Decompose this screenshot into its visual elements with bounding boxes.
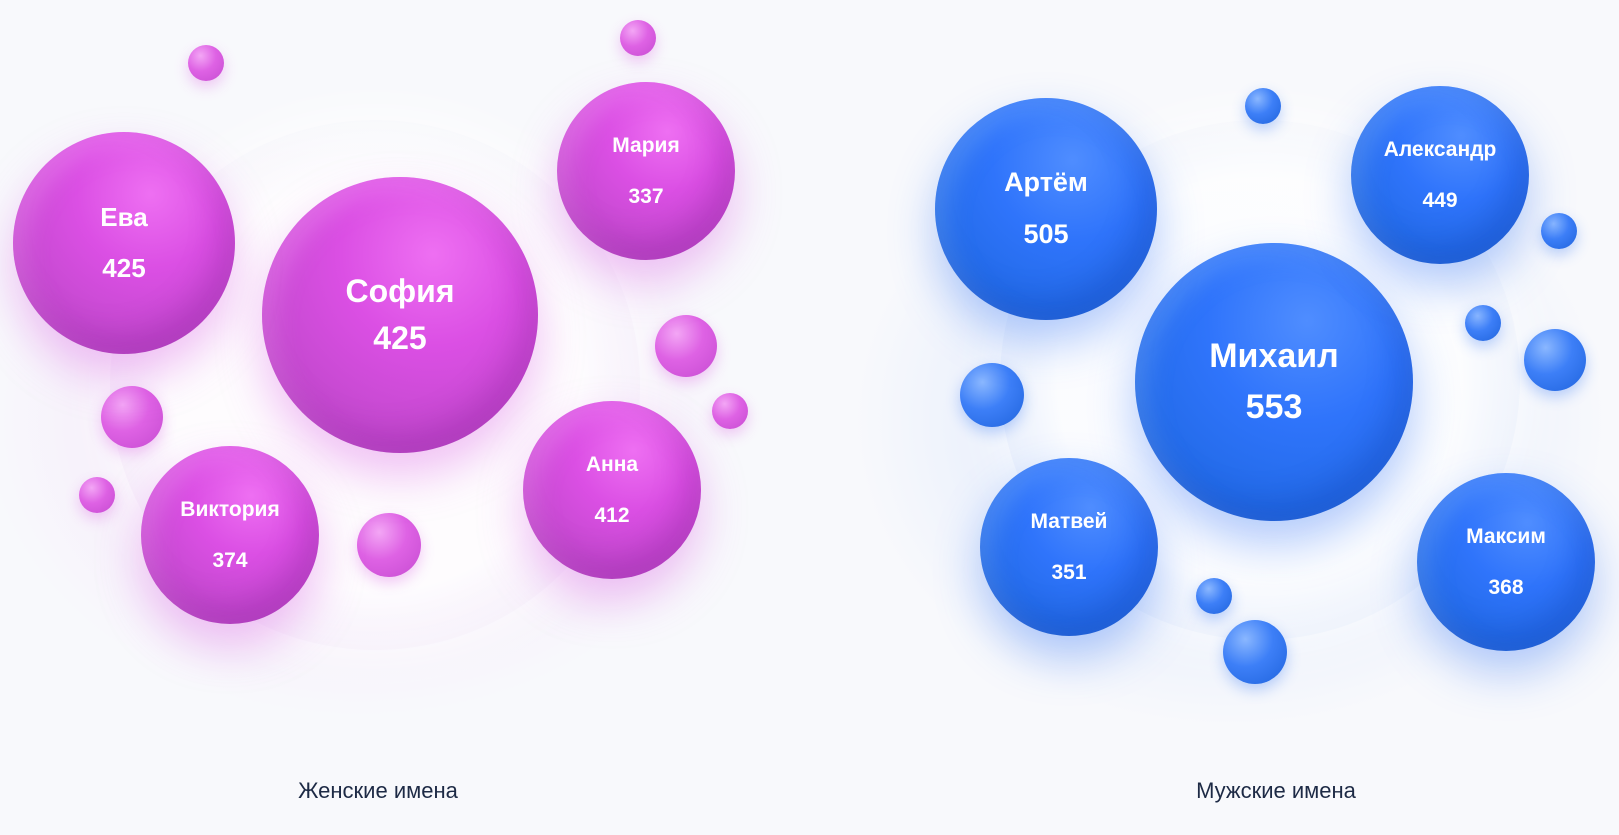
female-bubble-2: Мария 337 bbox=[557, 82, 735, 260]
female-bubble-4: Виктория 374 bbox=[141, 446, 319, 624]
bubble-name: Максим bbox=[1466, 524, 1546, 548]
decorative-dot bbox=[79, 477, 115, 513]
bubble-name: Артём bbox=[1004, 167, 1088, 198]
bubble-name: София bbox=[345, 272, 455, 309]
bubble-value: 374 bbox=[212, 549, 248, 572]
male-bubble-2: Александр 449 bbox=[1351, 86, 1529, 264]
decorative-dot bbox=[188, 45, 224, 81]
decorative-dot bbox=[712, 393, 748, 429]
bubble-value: 505 bbox=[1023, 219, 1069, 249]
male-names-panel: Михаил 553 Артём 505 Александр 449 Матве… bbox=[810, 0, 1619, 835]
bubble-value: 553 bbox=[1245, 388, 1303, 426]
bubble-name: Виктория bbox=[180, 497, 280, 521]
female-bubble-3: Анна 412 bbox=[523, 401, 701, 579]
bubble-value: 351 bbox=[1051, 561, 1087, 584]
male-bubble-3: Матвей 351 bbox=[980, 458, 1158, 636]
bubble-name: Михаил bbox=[1209, 336, 1339, 375]
decorative-dot bbox=[357, 513, 421, 577]
decorative-dot bbox=[1245, 88, 1281, 124]
bubble-name: Александр bbox=[1383, 137, 1497, 161]
bubble-name: Мария bbox=[612, 133, 680, 157]
bubble-value: 337 bbox=[628, 185, 664, 208]
male-bubble-1: Артём 505 bbox=[935, 98, 1157, 320]
female-bubble-0: София 425 bbox=[262, 177, 538, 453]
bubble-value: 425 bbox=[102, 253, 146, 283]
bubble-name: Анна bbox=[585, 452, 639, 476]
bubble-value: 412 bbox=[594, 504, 630, 527]
bubble-name: Матвей bbox=[1030, 509, 1108, 533]
bubble-value: 449 bbox=[1422, 189, 1458, 212]
decorative-dot bbox=[1196, 578, 1232, 614]
female-bubble-1: Ева 425 bbox=[13, 132, 235, 354]
bubble-value: 425 bbox=[373, 320, 427, 356]
male-bubble-0: Михаил 553 bbox=[1135, 243, 1413, 521]
female-names-panel: София 425 Ева 425 Мария 337 Анна 412 Вик… bbox=[0, 20, 748, 803]
decorative-dot bbox=[960, 363, 1024, 427]
decorative-dot bbox=[620, 20, 656, 56]
male-bubble-4: Максим 368 bbox=[1417, 473, 1595, 651]
male-caption: Мужские имена bbox=[1196, 778, 1356, 803]
decorative-dot bbox=[1524, 329, 1586, 391]
decorative-dot bbox=[1465, 305, 1501, 341]
decorative-dot bbox=[655, 315, 717, 377]
female-caption: Женские имена bbox=[298, 778, 458, 803]
bubble-value: 368 bbox=[1488, 576, 1524, 599]
decorative-dot bbox=[1541, 213, 1577, 249]
decorative-dot bbox=[1223, 620, 1287, 684]
decorative-dot bbox=[101, 386, 163, 448]
bubble-name: Ева bbox=[100, 202, 148, 233]
